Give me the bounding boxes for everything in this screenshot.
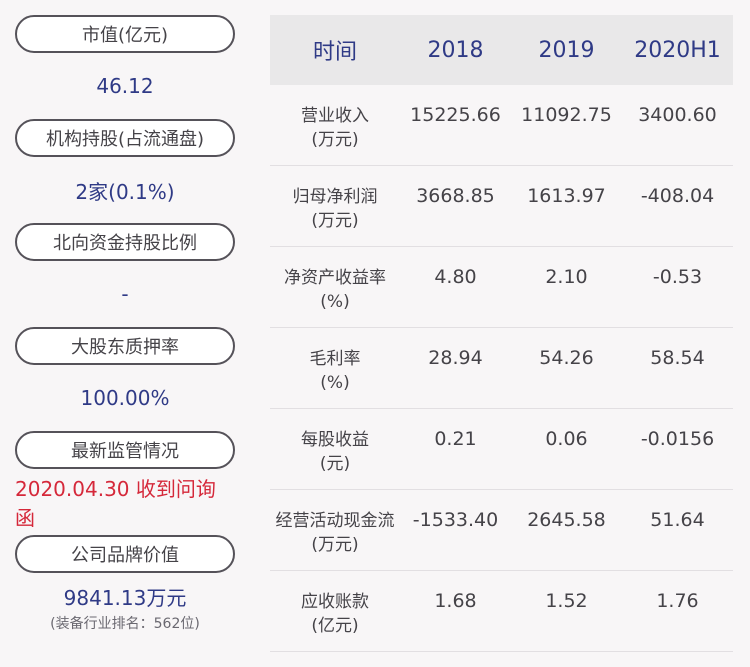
table-cell: 54.26 [539,347,594,369]
pledge-ratio-value: 100.00% [80,386,170,410]
header-time: 时间 [312,40,357,65]
row-label-unit: (万元) [311,130,359,150]
regulatory-status-value: 2020.04.30 收到问询函 [15,477,216,530]
brand-value-label: 公司品牌价值 [15,535,235,573]
table-cell: -408.04 [640,185,715,207]
row-label-unit: (万元) [311,535,359,555]
table-cell: 0.21 [434,428,477,450]
row-label-name: 毛利率 [309,349,361,369]
market-cap-value: 46.12 [96,74,154,98]
table-cell: -0.53 [652,266,703,288]
table-cell: 1613.97 [527,185,606,207]
table-row: 应收账款 (亿元) 1.68 1.52 1.76 [270,571,733,652]
row-label-unit: (万元) [311,211,359,231]
row-label-unit: (元) [319,454,351,474]
brand-value-block: 9841.13万元 (装备行业排名：562位) [15,573,235,639]
row-label-name: 营业收入 [301,106,369,126]
pledge-ratio-label: 大股东质押率 [15,327,235,365]
table-cell: 15225.66 [410,104,501,126]
table-cell: 3668.85 [416,185,495,207]
row-label: 每股收益 (元) [270,409,400,476]
table-cell: 28.94 [428,347,483,369]
table-cell: 1.52 [545,590,588,612]
row-label-name: 经营活动现金流 [275,511,395,531]
table-row: 营业收入 (万元) 15225.66 11092.75 3400.60 [270,85,733,166]
table-cell: 11092.75 [521,104,612,126]
left-summary-column: 市值(亿元) 46.12 机构持股(占流通盘) 2家(0.1%) 北向资金持股比… [15,15,235,639]
northbound-holding-label: 北向资金持股比例 [15,223,235,261]
row-label: 应收账款 (亿元) [270,571,400,638]
row-label: 经营活动现金流 (万元) [270,490,400,557]
table-row: 毛利率 (%) 28.94 54.26 58.54 [270,328,733,409]
brand-rank-note: (装备行业排名：562位) [50,615,200,632]
row-label: 归母净利润 (万元) [270,166,400,233]
table-cell: 0.06 [545,428,588,450]
table-row: 净资产收益率 (%) 4.80 2.10 -0.53 [270,247,733,328]
table-row: 每股收益 (元) 0.21 0.06 -0.0156 [270,409,733,490]
table-cell: -1533.40 [412,509,499,531]
table-cell: 4.80 [434,266,477,288]
table-cell: -0.0156 [640,428,715,450]
table-cell: 3400.60 [638,104,717,126]
row-label-unit: (亿元) [311,616,359,636]
regulatory-status-label: 最新监管情况 [15,431,235,469]
row-label: 净资产收益率 (%) [270,247,400,314]
table-cell: 58.54 [650,347,705,369]
table-cell: 1.68 [434,590,477,612]
northbound-holding-value: - [121,282,129,306]
row-label: 营业收入 (万元) [270,85,400,152]
brand-value: 9841.13万元 [63,585,187,610]
row-label-name: 应收账款 [301,592,369,612]
row-label-unit: (%) [320,292,350,312]
table-cell: 2.10 [545,266,588,288]
table-cell: 1.76 [656,590,699,612]
market-cap-label: 市值(亿元) [15,15,235,53]
table-header: 时间 2018 2019 2020H1 [270,15,733,85]
row-label-unit: (%) [320,373,350,393]
table-cell: 2645.58 [527,509,606,531]
institutional-holding-label: 机构持股(占流通盘) [15,119,235,157]
row-label-name: 净资产收益率 [284,268,386,288]
header-2018: 2018 [427,37,484,63]
row-label-name: 每股收益 [301,430,369,450]
row-label-name: 归母净利润 [292,187,378,207]
financial-table: 时间 2018 2019 2020H1 营业收入 (万元) 15225.66 1… [270,15,733,652]
table-cell: 51.64 [650,509,705,531]
table-row: 经营活动现金流 (万元) -1533.40 2645.58 51.64 [270,490,733,571]
header-2020h1: 2020H1 [634,37,721,63]
institutional-holding-value: 2家(0.1%) [75,179,175,204]
table-row: 归母净利润 (万元) 3668.85 1613.97 -408.04 [270,166,733,247]
header-2019: 2019 [538,37,595,63]
row-label: 毛利率 (%) [270,328,400,395]
